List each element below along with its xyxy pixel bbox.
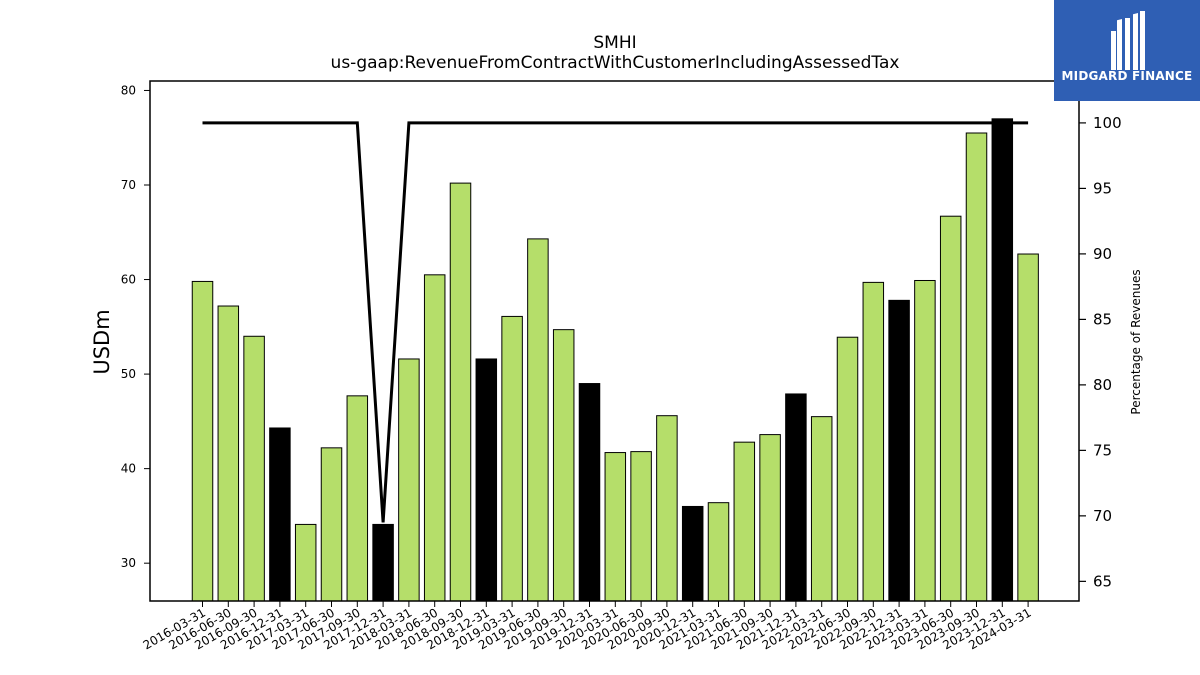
chart-subtitle: us-gaap:RevenueFromContractWithCustomerI… [331,53,900,73]
chart-title: SMHI [593,33,636,53]
plot-frame [149,80,1080,602]
y-axis-label: USDm [90,309,114,374]
logo-text: MIDGARD FINANCE [1061,69,1193,83]
bar-2016-09-30 [243,335,265,602]
y-tick-label: 30 [121,556,136,570]
bar-2021-03-31 [707,502,730,602]
y-axis-right: 65 70 75 80 85 90 95 100 [1079,114,1122,590]
bar-2020-12-31 [681,505,704,602]
x-axis: 2016-03-312016-06-302016-09-302016-12-31… [141,601,1034,652]
bar-2024-03-31 [1017,253,1039,602]
y-tick-label: 40 [121,462,136,476]
y2-tick-label: 100 [1093,114,1122,132]
y2-tick-label: 95 [1093,179,1112,197]
bar-2021-09-30 [759,434,781,602]
bar-2017-09-30 [346,395,369,602]
bar-2017-12-31 [372,523,394,602]
bar-2019-06-30 [527,238,549,602]
bar-2022-06-30 [836,336,859,602]
bar-2018-03-31 [398,358,420,602]
bar-2022-12-31 [888,299,910,602]
midgard-finance-logo: MIDGARD FINANCE [1054,0,1200,101]
bar-2016-03-31 [191,280,214,602]
bar-2017-03-31 [294,523,317,602]
y-tick-label: 80 [121,83,136,97]
y-tick-label: 60 [121,273,136,287]
bar-2019-03-31 [501,315,523,602]
y2-tick-label: 65 [1093,572,1112,590]
y2-tick-label: 85 [1093,310,1112,328]
y2-axis-label: Percentage of Revenues [1129,269,1143,414]
bar-2019-09-30 [552,329,575,602]
bar-2018-06-30 [423,274,446,602]
bar-2019-12-31 [578,383,601,602]
bar-2017-06-30 [320,447,343,602]
y-tick-label: 70 [121,178,136,192]
bar-2022-03-31 [810,416,833,602]
bar-2022-09-30 [862,281,885,602]
bar-2020-09-30 [656,415,678,602]
bar-2016-12-31 [269,427,291,602]
logo-mark-icon [1111,11,1145,70]
bar-2023-12-31 [991,118,1014,602]
bar-2018-09-30 [449,182,472,602]
y-tick-label: 50 [121,367,136,381]
bar-2023-03-31 [914,279,936,602]
bar-2016-06-30 [217,305,240,602]
y2-tick-label: 70 [1093,507,1112,525]
y2-tick-label: 90 [1093,245,1112,263]
bar-2018-12-31 [475,358,498,602]
bar-2020-03-31 [604,452,627,602]
bar-2021-06-30 [733,441,756,602]
y2-tick-label: 80 [1093,376,1112,394]
bar-2020-06-30 [630,451,652,602]
bar-group [191,118,1039,602]
bar-2023-09-30 [965,132,988,602]
bar-2023-06-30 [939,215,962,602]
bar-2021-12-31 [785,393,807,602]
percentage-line [202,121,1029,523]
percentage-line-group [202,121,1029,523]
y2-tick-label: 75 [1093,441,1112,459]
y-axis-left: 30 40 50 60 70 80 [121,83,150,570]
